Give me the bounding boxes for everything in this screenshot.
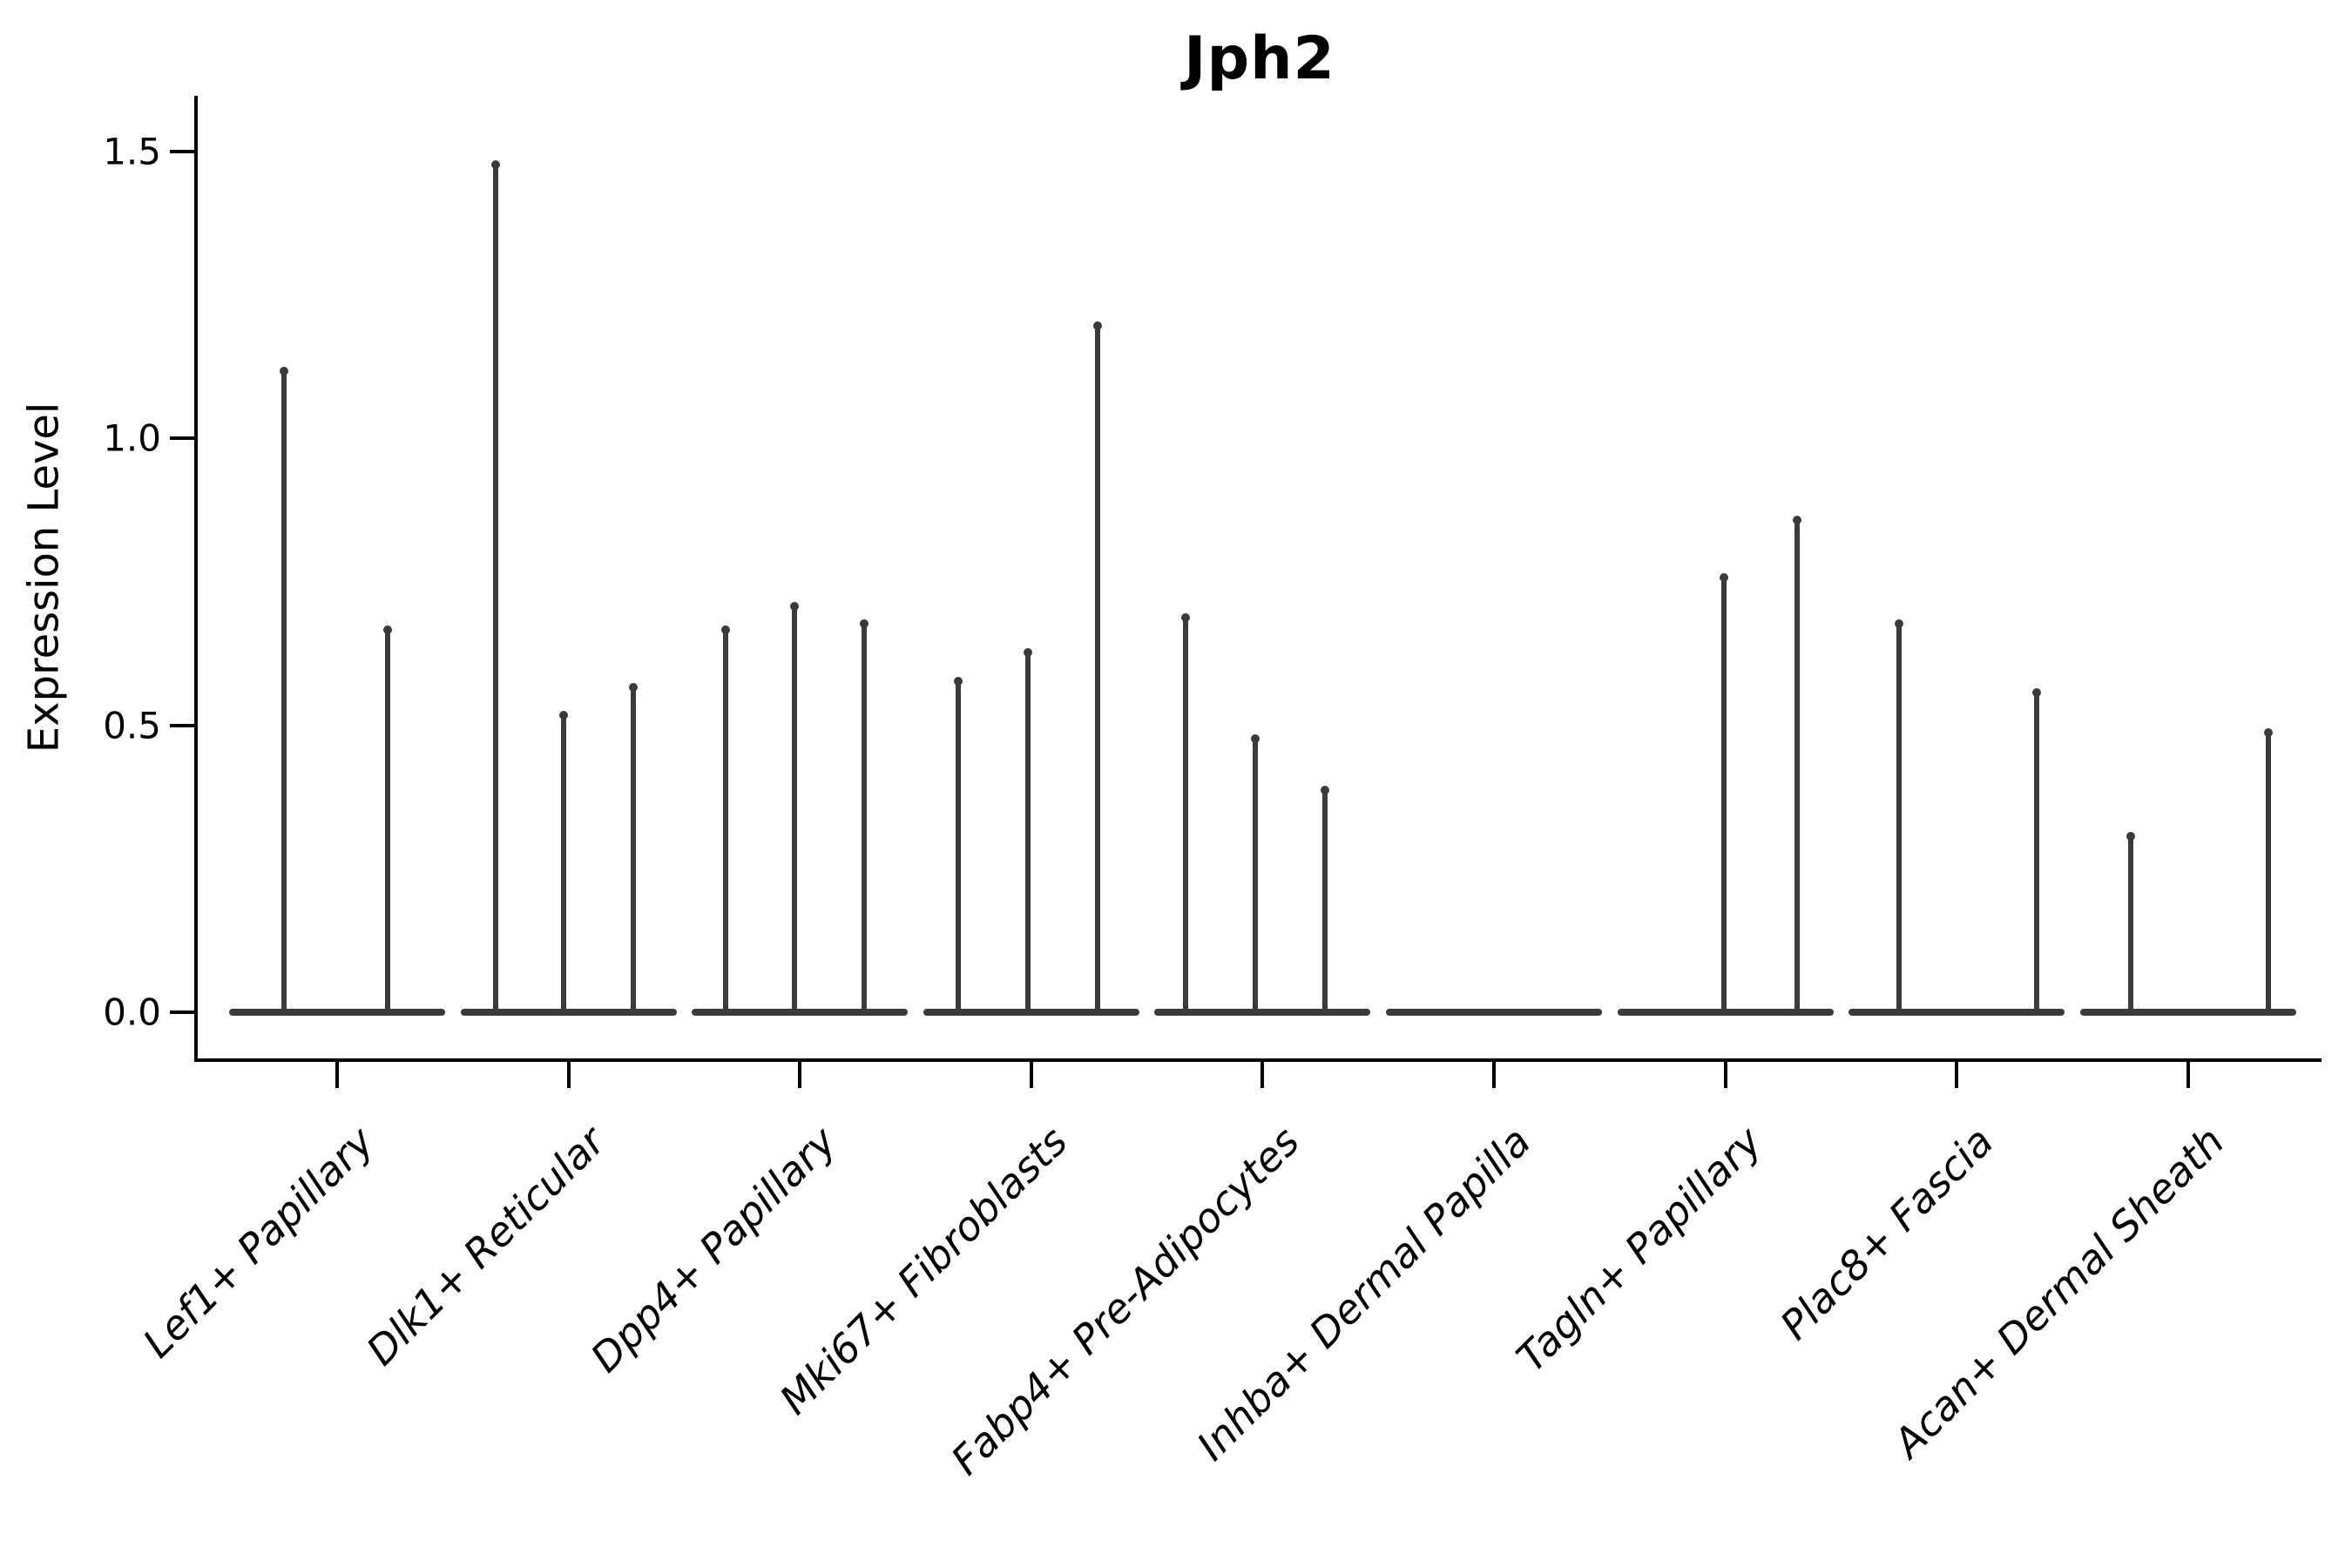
violin-spike-tip — [1321, 786, 1330, 795]
violin-spike-tip — [953, 676, 963, 686]
violin-spike — [862, 622, 868, 1012]
violin-body — [1386, 1009, 1602, 1016]
violin-spike-tip — [1251, 733, 1260, 743]
y-axis-label: Expression Level — [19, 402, 69, 753]
x-category-label: Lef1+ Papillary — [133, 1118, 383, 1367]
violin-body — [1617, 1009, 1834, 1016]
violin-spike — [281, 369, 287, 1012]
violin-spike — [2265, 731, 2271, 1012]
violin-body — [1154, 1009, 1371, 1016]
violin-body — [923, 1009, 1139, 1016]
x-category-label: Dlk1+ Reticular — [357, 1118, 614, 1375]
x-tick-mark — [566, 1062, 571, 1088]
violin-spike — [1896, 622, 1903, 1012]
y-axis-spine — [194, 96, 198, 1062]
violin-spike-tip — [2126, 831, 2135, 841]
violin-spike — [955, 679, 961, 1012]
x-tick-mark — [2186, 1062, 2190, 1088]
violin-spike-tip — [1792, 516, 1801, 525]
violin-spike-tip — [490, 160, 500, 170]
y-tick-mark — [170, 723, 194, 727]
violin-spike — [2034, 691, 2040, 1012]
violin-spike-tip — [790, 602, 800, 612]
y-tick-label: 1.5 — [103, 130, 161, 173]
violin-spike-tip — [1092, 321, 1102, 330]
violin-spike — [492, 163, 498, 1012]
chart-title: Jph2 — [1184, 24, 1335, 93]
violin-spike — [723, 627, 729, 1012]
violin-spike — [630, 685, 636, 1012]
violin-spike-tip — [558, 711, 568, 720]
violin-spike-tip — [1023, 647, 1032, 657]
y-tick-mark — [170, 436, 194, 441]
x-tick-mark — [335, 1062, 339, 1088]
x-category-label: Plac8+ Fascia — [1771, 1118, 2003, 1349]
violin-spike-tip — [721, 625, 731, 634]
x-tick-mark — [1492, 1062, 1496, 1088]
violin-body — [692, 1009, 909, 1016]
violin-spike-tip — [2263, 728, 2273, 738]
violin-spike — [1094, 323, 1100, 1012]
x-tick-mark — [798, 1062, 802, 1088]
violin-body — [1848, 1009, 2065, 1016]
y-tick-mark — [170, 149, 194, 153]
y-tick-mark — [170, 1010, 194, 1014]
violin-spike — [1253, 736, 1259, 1012]
violin-spike-tip — [1895, 619, 1904, 629]
y-tick-label: 1.0 — [103, 416, 161, 460]
plot-area: 0.0 0.5 1.0 1.5 Lef1+ Papillary Dlk1+ Reticul… — [103, 96, 2322, 1484]
y-tick-label: 0.5 — [103, 704, 161, 747]
violin-body — [2079, 1009, 2296, 1016]
violin-spike-tip — [2032, 688, 2042, 698]
y-tick-label: 0.0 — [103, 990, 161, 1034]
violin-body — [460, 1009, 677, 1016]
violin-spike — [385, 627, 390, 1012]
violin-spike-tip — [1719, 573, 1728, 583]
x-tick-mark — [1029, 1062, 1033, 1088]
violin-spike — [1183, 616, 1189, 1012]
violin-spike-tip — [280, 367, 288, 376]
violin-body — [229, 1009, 445, 1016]
violin-spike — [1794, 518, 1800, 1012]
x-tick-mark — [1260, 1062, 1265, 1088]
violin-spike-tip — [860, 619, 869, 629]
violin-spike — [792, 605, 798, 1012]
x-tick-mark — [1955, 1062, 1959, 1088]
violin-spike-tip — [1181, 613, 1191, 623]
x-axis-spine — [194, 1058, 2322, 1062]
violin-spike — [1024, 650, 1031, 1012]
violin-spike — [1720, 576, 1727, 1012]
violin-spike — [560, 713, 566, 1012]
y-axis-label-container: Expression Level — [7, 96, 80, 1058]
violin-spike — [1322, 788, 1328, 1012]
violin-spike-tip — [383, 625, 392, 634]
x-tick-mark — [1723, 1062, 1727, 1088]
x-category-label: Tagln+ Papillary — [1507, 1118, 1771, 1382]
x-category-label: Dpp4+ Papillary — [581, 1118, 846, 1382]
violin-spike — [2127, 834, 2133, 1012]
violin-spike-tip — [628, 682, 638, 692]
